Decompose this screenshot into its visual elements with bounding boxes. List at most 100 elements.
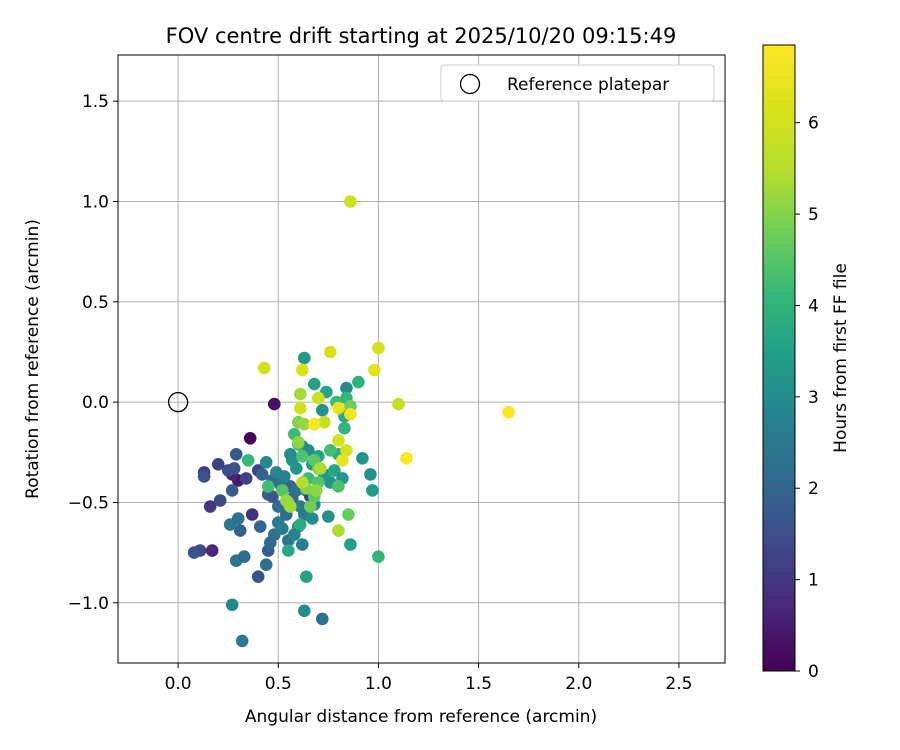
x-tick-label: 1.0: [365, 674, 392, 694]
scatter-points: [187, 195, 515, 648]
data-point: [276, 484, 289, 497]
data-point: [298, 351, 311, 365]
data-point: [322, 510, 335, 523]
x-tick-label: 1.5: [465, 674, 492, 694]
data-point: [312, 391, 325, 405]
data-point: [356, 452, 369, 465]
y-tick-label: −1.0: [68, 594, 109, 614]
data-point: [229, 448, 243, 461]
data-point: [344, 195, 357, 208]
data-point: [255, 468, 269, 481]
data-point: [338, 421, 351, 435]
chart-title: FOV centre drift starting at 2025/10/20 …: [166, 24, 677, 48]
data-point: [298, 417, 311, 431]
legend-box: [440, 64, 715, 102]
data-point: [328, 464, 341, 477]
plot-frame: [117, 54, 726, 664]
y-tick-label: 0.0: [82, 393, 109, 413]
data-point: [296, 538, 309, 551]
data-point: [227, 462, 241, 475]
y-tick-label: 1.5: [82, 92, 109, 112]
colorbar-tick-label: 4: [808, 296, 819, 316]
data-point: [366, 484, 379, 497]
colorbar-tick-label: 1: [808, 571, 819, 591]
data-point: [290, 462, 303, 475]
data-point: [324, 444, 337, 457]
data-point: [300, 570, 313, 583]
data-point: [294, 387, 307, 401]
data-point: [282, 544, 295, 557]
data-point: [316, 612, 329, 626]
data-point: [332, 401, 345, 415]
data-point: [336, 454, 349, 467]
colorbar-tick-label: 0: [808, 662, 819, 682]
data-point: [292, 436, 305, 449]
data-point: [203, 500, 217, 513]
y-tick-label: 1.0: [82, 192, 109, 212]
colorbar-ticks: 0 1 2 3 4 5 6: [795, 114, 819, 682]
data-point: [316, 403, 329, 417]
data-point: [276, 522, 289, 535]
data-point: [296, 363, 309, 377]
data-point: [340, 381, 353, 395]
data-point: [284, 500, 297, 513]
data-point: [288, 528, 301, 541]
colorbar-gradient: [762, 44, 796, 672]
data-point: [318, 415, 331, 429]
data-point: [344, 407, 357, 421]
x-tick-label: 0.0: [165, 674, 192, 694]
data-point: [205, 544, 219, 557]
data-point: [270, 466, 283, 479]
data-point: [213, 494, 227, 507]
data-point: [237, 550, 251, 563]
legend-label: Reference platepar: [507, 75, 669, 95]
data-point: [261, 480, 275, 493]
data-point: [245, 508, 259, 521]
reference-platepar-marker: [167, 391, 189, 413]
data-point: [400, 452, 413, 465]
data-point: [197, 470, 211, 483]
data-point: [364, 468, 377, 481]
data-point: [235, 634, 249, 648]
data-point: [344, 538, 357, 551]
data-point: [304, 500, 317, 513]
data-point: [372, 341, 385, 355]
data-point: [241, 454, 255, 467]
data-point: [211, 458, 225, 471]
x-tick-label: 0.5: [265, 674, 292, 694]
data-point: [251, 570, 265, 583]
data-point: [225, 598, 239, 612]
data-point: [368, 363, 381, 377]
x-axis-ticks: 0.0 0.5 1.0 1.5 2.0 2.5: [165, 663, 692, 694]
data-point: [342, 508, 355, 521]
data-point: [233, 524, 247, 537]
colorbar: 0 1 2 3 4 5 6 Hours from first FF file: [762, 44, 851, 682]
colorbar-tick-label: 5: [808, 205, 819, 225]
data-point: [308, 377, 321, 391]
data-point: [332, 434, 345, 447]
data-point: [372, 550, 385, 563]
plot-area: [117, 54, 726, 664]
y-tick-label: 0.5: [82, 293, 109, 313]
data-point: [340, 444, 353, 457]
data-point: [352, 375, 365, 389]
x-axis-label: Angular distance from reference (arcmin): [245, 707, 597, 727]
legend-open-circle-icon: [459, 73, 481, 95]
data-point: [306, 512, 319, 525]
data-point: [239, 472, 253, 485]
data-point: [314, 462, 327, 475]
colorbar-label: Hours from first FF file: [831, 263, 851, 453]
x-tick-label: 2.0: [565, 674, 592, 694]
x-gridlines: [177, 55, 680, 663]
data-point: [392, 397, 405, 411]
data-point: [332, 480, 345, 493]
data-point: [225, 484, 239, 497]
data-point: [332, 524, 345, 537]
colorbar-tick-label: 2: [808, 479, 819, 499]
data-point: [266, 490, 279, 503]
data-point: [298, 604, 311, 618]
y-axis-label: Rotation from reference (arcmin): [23, 219, 43, 499]
data-point: [294, 518, 307, 531]
data-point: [294, 401, 307, 415]
y-tick-label: −0.5: [68, 493, 109, 513]
